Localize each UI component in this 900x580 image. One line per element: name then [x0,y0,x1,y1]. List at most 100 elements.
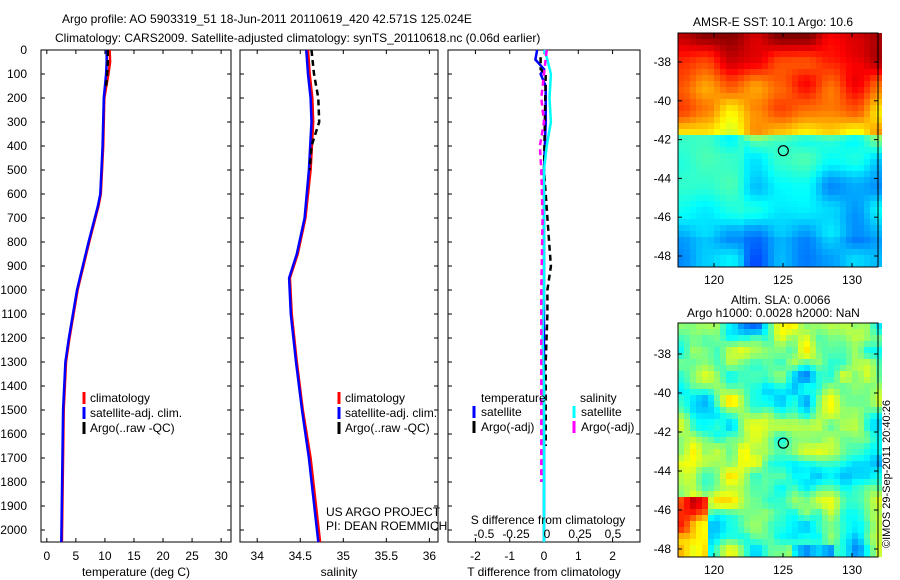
x-axis-label: temperature (deg C) [82,565,190,579]
legend-label: satellite-adj. clim. [90,406,182,420]
x-tick-label: 35.5 [375,549,399,563]
y-tick-label: 300 [7,115,27,129]
y-tick-label: 1200 [0,331,27,345]
map-x-tick-label: 120 [704,273,724,287]
series-s-satellite [541,49,553,542]
x-tick-label: 20 [156,549,170,563]
map-y-tick-label: -40 [654,386,672,400]
series-climatology [288,49,322,543]
y-tick-label: 1500 [0,403,27,417]
x-tick-label: 36 [423,549,437,563]
map-x-tick-label: 120 [704,563,724,577]
legend-label: satellite [481,405,522,419]
x-tick-label: 1 [575,549,582,563]
legend-label: climatology [345,391,405,405]
y-tick-label: 2000 [0,523,27,537]
x-axis-label: salinity [321,565,358,579]
map-x-tick-label: 125 [773,563,793,577]
x-tick-label: 10 [98,549,112,563]
y-tick-label: 1000 [0,283,27,297]
legend-label: Argo(..raw -QC) [345,421,430,435]
legend-label: Argo(-adj) [481,420,534,434]
x-tick-label: 0 [541,549,548,563]
series-s-argo-adj- [538,49,548,482]
y-tick-label: 700 [7,211,27,225]
map-y-tick-label: -48 [654,249,672,263]
map-y-tick-label: -40 [654,94,672,108]
panel-frame-0 [40,49,232,543]
map-x-tick-label: 130 [842,563,862,577]
y-tick-label: 1700 [0,451,27,465]
x-tick-label: 0 [43,549,50,563]
x-tick-label: -1 [504,549,515,563]
y-tick-label: 1900 [0,499,27,513]
legend-label: Argo(..raw -QC) [90,421,175,435]
map2-title1: Altim. SLA: 0.0066 [731,293,831,307]
annotation-project: US ARGO PROJECT [326,505,441,519]
map-y-tick-label: -38 [654,55,672,69]
y-tick-label: 400 [7,139,27,153]
argo-location-marker [777,437,789,449]
legend-title-salinity: salinity [580,391,617,405]
x-tick-label: 15 [127,549,141,563]
x-tick-label: 30 [214,549,228,563]
map-x-tick-label: 125 [773,273,793,287]
map-frame [677,32,879,268]
y-tick-label: 600 [7,187,27,201]
title-line1: Argo profile: AO 5903319_51 18-Jun-2011 … [62,12,472,26]
x-tick-label: 34.5 [289,549,313,563]
y-tick-label: 500 [7,163,27,177]
series-t-argo-adj- [539,57,553,446]
x-tick-label: 2 [609,549,616,563]
series-satellite-adj-clim- [60,50,108,543]
y-tick-label: 1100 [1,307,27,321]
series-satellite-adj-clim- [287,49,320,543]
y-tick-label: 0 [20,43,27,57]
map-y-tick-label: -44 [654,464,672,478]
map-y-tick-label: -46 [654,210,672,224]
timestamp-stamp: ©IMOS 29-Sep-2011 20:40:26 [881,400,893,548]
argo-location-marker [777,145,789,157]
legend-label: satellite [581,405,622,419]
s-tick-label: 0.5 [605,527,622,541]
y-tick-label: 800 [7,235,27,249]
map-x-tick-label: 130 [842,273,862,287]
series-argo-raw-qc- [104,50,110,87]
legend-label: Argo(-adj) [581,420,634,434]
x-tick-label: 34 [251,549,265,563]
map-y-tick-label: -42 [654,133,672,147]
map-2-heatmap [678,323,882,557]
legend-label: satellite-adj. clim. [345,406,437,420]
annotation-pi: PI: DEAN ROEMMICH [326,519,447,533]
x-tick-label: 25 [185,549,199,563]
title-line2: Climatology: CARS2009. Satellite-adjuste… [55,31,540,45]
series-argo-raw-qc- [308,49,321,171]
map-y-tick-label: -42 [654,425,672,439]
map-frame [677,322,879,558]
map-y-tick-label: -38 [654,347,672,361]
legend-title-temperature: temperature [481,391,546,405]
y-tick-label: 1400 [0,379,27,393]
y-tick-label: 1800 [0,475,27,489]
map-y-tick-label: -46 [654,503,672,517]
map-1-heatmap [678,33,882,267]
x-tick-label: 5 [73,549,80,563]
s-tick-label: -0.5 [474,527,495,541]
y-tick-label: 100 [7,67,27,81]
map1-title: AMSR-E SST: 10.1 Argo: 10.6 [693,15,853,29]
y-tick-label: 1300 [0,355,27,369]
legend-label: climatology [90,391,150,405]
x-tick-label: -2 [470,549,481,563]
s-tick-label: -0.25 [502,527,530,541]
x-tick-label: 35 [337,549,351,563]
x-axis-label: T difference from climatology [467,565,621,579]
map-y-tick-label: -44 [654,171,672,185]
map2-title2: Argo h1000: 0.0028 h2000: NaN [687,306,860,320]
s-tick-label: 0 [544,527,551,541]
map-y-tick-label: -48 [654,542,672,556]
y-tick-label: 200 [7,91,27,105]
s-tick-label: 0.25 [568,527,592,541]
s-axis-label: S difference from climatology [471,513,626,527]
